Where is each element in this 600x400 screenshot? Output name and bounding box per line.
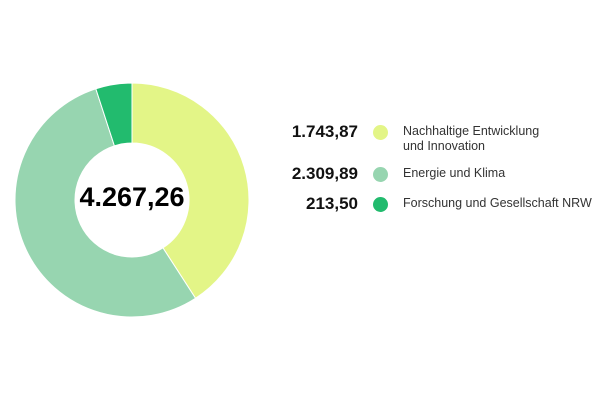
legend-label: Forschung und Gesellschaft NRW	[403, 196, 592, 210]
legend-swatch	[373, 167, 388, 182]
donut-slice	[131, 82, 250, 299]
legend-item: 1.743,87 Nachhaltige Entwicklung und Inn…	[280, 122, 600, 154]
donut-slice	[95, 82, 133, 147]
legend-item: 2.309,89 Energie und Klima	[280, 164, 600, 184]
legend-label: Nachhaltige Entwicklung und Innovation	[403, 124, 540, 153]
legend-item: 213,50 Forschung und Gesellschaft NRW	[280, 194, 600, 214]
legend-label: Energie und Klima	[403, 166, 506, 180]
total-label: 4.267,26	[79, 182, 185, 212]
donut-slice	[14, 88, 197, 318]
legend: 1.743,87 Nachhaltige Entwicklung und Inn…	[280, 122, 600, 224]
legend-swatch	[373, 125, 388, 140]
legend-value: 213,50	[306, 194, 358, 213]
legend-value: 1.743,87	[291, 122, 358, 141]
legend-swatch	[373, 197, 388, 212]
legend-value: 2.309,89	[291, 164, 358, 183]
